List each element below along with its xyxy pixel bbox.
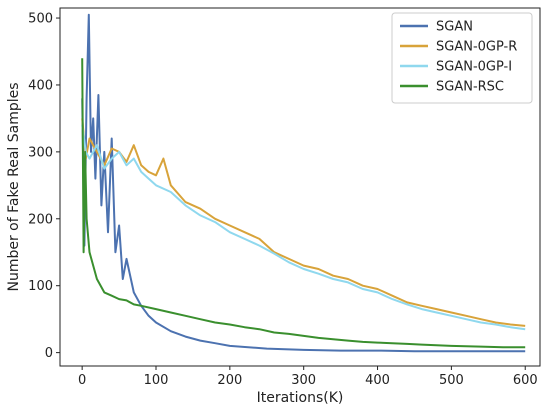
x-tick-label: 400: [365, 373, 390, 388]
legend-box: [391, 12, 533, 104]
y-axis-ticks: 0 100 200 300 400 500: [28, 12, 60, 361]
series-line-sgan-rsc: [81, 58, 526, 349]
x-tick-label: 300: [291, 373, 316, 388]
series-lines: [81, 13, 526, 353]
legend-items: SGAN SGAN-0GP-R SGAN-0GP-I SGAN-RSC: [400, 20, 517, 95]
x-tick-label: 100: [144, 373, 169, 388]
x-tick-label: 0: [78, 373, 86, 388]
x-tick-label: 600: [513, 373, 538, 388]
y-tick-label: 100: [28, 279, 53, 294]
plot-frame: [59, 7, 541, 367]
y-tick-label: 300: [28, 145, 53, 160]
legend-label-sgan-rsc: SGAN-RSC: [436, 80, 504, 95]
y-tick-label: 400: [28, 78, 53, 93]
legend-label-sgan-0gp-r: SGAN-0GP-R: [436, 40, 517, 55]
legend: SGAN SGAN-0GP-R SGAN-0GP-I SGAN-RSC: [391, 12, 533, 104]
x-tick-label: 200: [217, 373, 242, 388]
y-tick-label: 500: [28, 12, 53, 27]
series-line-sgan-0gp-r: [81, 118, 526, 327]
x-axis-label: Iterations(K): [257, 390, 344, 406]
legend-label-sgan: SGAN: [436, 20, 473, 35]
y-tick-label: 0: [45, 346, 53, 361]
x-axis-ticks: 0 100 200 300 400 500 600: [78, 366, 538, 388]
y-tick-label: 200: [28, 212, 53, 227]
legend-label-sgan-0gp-i: SGAN-0GP-I: [436, 60, 512, 75]
x-tick-label: 500: [439, 373, 464, 388]
series-line-sgan-0gp-i: [81, 124, 526, 331]
series-line-sgan: [81, 13, 526, 353]
y-axis-label: Number of Fake Real Samples: [6, 82, 22, 291]
